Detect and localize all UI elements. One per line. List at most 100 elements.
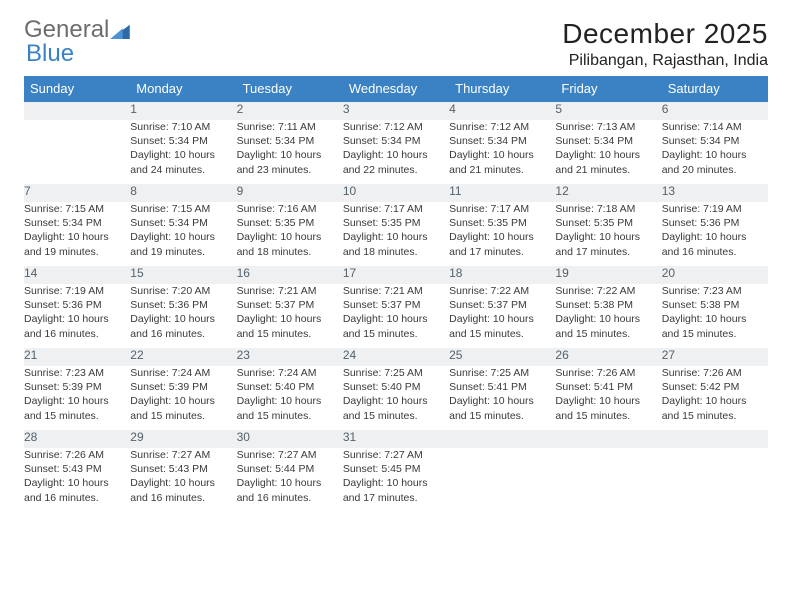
daylight-line1: Daylight: 10 hours (449, 148, 555, 162)
day-detail: Sunrise: 7:24 AMSunset: 5:39 PMDaylight:… (130, 366, 236, 430)
sunrise-text: Sunrise: 7:13 AM (555, 120, 661, 134)
sunset-text: Sunset: 5:39 PM (130, 380, 236, 394)
day-detail (24, 120, 130, 184)
day-number: 11 (449, 184, 555, 202)
sunrise-text: Sunrise: 7:20 AM (130, 284, 236, 298)
day-number: 28 (24, 430, 130, 448)
day-detail: Sunrise: 7:25 AMSunset: 5:40 PMDaylight:… (343, 366, 449, 430)
sunrise-text: Sunrise: 7:27 AM (237, 448, 343, 462)
day-detail: Sunrise: 7:19 AMSunset: 5:36 PMDaylight:… (24, 284, 130, 348)
sunset-text: Sunset: 5:34 PM (662, 134, 768, 148)
day-number: 18 (449, 266, 555, 284)
sunset-text: Sunset: 5:40 PM (343, 380, 449, 394)
day-number: 31 (343, 430, 449, 448)
daylight-line2: and 16 minutes. (130, 327, 236, 341)
daylight-line1: Daylight: 10 hours (662, 148, 768, 162)
day-number: 19 (555, 266, 661, 284)
daylight-line1: Daylight: 10 hours (130, 312, 236, 326)
daylight-line2: and 24 minutes. (130, 163, 236, 177)
sunset-text: Sunset: 5:42 PM (662, 380, 768, 394)
day-detail: Sunrise: 7:26 AMSunset: 5:42 PMDaylight:… (662, 366, 768, 430)
sunset-text: Sunset: 5:44 PM (237, 462, 343, 476)
sunrise-text: Sunrise: 7:17 AM (343, 202, 449, 216)
day-number: 9 (237, 184, 343, 202)
daylight-line2: and 15 minutes. (449, 327, 555, 341)
sunrise-text: Sunrise: 7:19 AM (24, 284, 130, 298)
daylight-line1: Daylight: 10 hours (449, 312, 555, 326)
day-detail: Sunrise: 7:15 AMSunset: 5:34 PMDaylight:… (130, 202, 236, 266)
sunset-text: Sunset: 5:45 PM (343, 462, 449, 476)
sunset-text: Sunset: 5:34 PM (24, 216, 130, 230)
sunset-text: Sunset: 5:37 PM (449, 298, 555, 312)
day-detail: Sunrise: 7:23 AMSunset: 5:38 PMDaylight:… (662, 284, 768, 348)
day-number: 23 (237, 348, 343, 366)
sunrise-text: Sunrise: 7:16 AM (237, 202, 343, 216)
day-detail (449, 448, 555, 512)
sunrise-text: Sunrise: 7:14 AM (662, 120, 768, 134)
daylight-line2: and 16 minutes. (130, 491, 236, 505)
sunset-text: Sunset: 5:37 PM (237, 298, 343, 312)
sunset-text: Sunset: 5:37 PM (343, 298, 449, 312)
day-number: 22 (130, 348, 236, 366)
daynum-row: 14151617181920 (24, 266, 768, 284)
detail-row: Sunrise: 7:26 AMSunset: 5:43 PMDaylight:… (24, 448, 768, 512)
daylight-line2: and 15 minutes. (449, 409, 555, 423)
day-number: 25 (449, 348, 555, 366)
sunset-text: Sunset: 5:36 PM (24, 298, 130, 312)
sunrise-text: Sunrise: 7:22 AM (555, 284, 661, 298)
daylight-line2: and 15 minutes. (343, 409, 449, 423)
weekday-heading: Tuesday (237, 76, 343, 102)
day-detail: Sunrise: 7:25 AMSunset: 5:41 PMDaylight:… (449, 366, 555, 430)
daylight-line2: and 16 minutes. (24, 327, 130, 341)
sunrise-text: Sunrise: 7:27 AM (130, 448, 236, 462)
daynum-row: 123456 (24, 102, 768, 120)
sunset-text: Sunset: 5:43 PM (24, 462, 130, 476)
sunrise-text: Sunrise: 7:24 AM (130, 366, 236, 380)
sunrise-text: Sunrise: 7:24 AM (237, 366, 343, 380)
daylight-line2: and 15 minutes. (662, 409, 768, 423)
daylight-line1: Daylight: 10 hours (237, 312, 343, 326)
daynum-row: 21222324252627 (24, 348, 768, 366)
daylight-line1: Daylight: 10 hours (343, 476, 449, 490)
sunrise-text: Sunrise: 7:25 AM (449, 366, 555, 380)
day-number: 4 (449, 102, 555, 120)
daylight-line1: Daylight: 10 hours (662, 230, 768, 244)
daylight-line2: and 17 minutes. (555, 245, 661, 259)
weekday-header: Sunday Monday Tuesday Wednesday Thursday… (24, 76, 768, 102)
day-number: 8 (130, 184, 236, 202)
daylight-line2: and 15 minutes. (662, 327, 768, 341)
day-number: 12 (555, 184, 661, 202)
day-detail: Sunrise: 7:13 AMSunset: 5:34 PMDaylight:… (555, 120, 661, 184)
sunrise-text: Sunrise: 7:19 AM (662, 202, 768, 216)
daylight-line1: Daylight: 10 hours (555, 394, 661, 408)
day-detail: Sunrise: 7:16 AMSunset: 5:35 PMDaylight:… (237, 202, 343, 266)
day-detail: Sunrise: 7:21 AMSunset: 5:37 PMDaylight:… (343, 284, 449, 348)
daylight-line1: Daylight: 10 hours (237, 394, 343, 408)
sunrise-text: Sunrise: 7:17 AM (449, 202, 555, 216)
daynum-row: 78910111213 (24, 184, 768, 202)
sunset-text: Sunset: 5:36 PM (662, 216, 768, 230)
daylight-line1: Daylight: 10 hours (24, 312, 130, 326)
weekday-heading: Monday (130, 76, 236, 102)
detail-row: Sunrise: 7:19 AMSunset: 5:36 PMDaylight:… (24, 284, 768, 348)
day-number (449, 430, 555, 448)
day-detail: Sunrise: 7:22 AMSunset: 5:37 PMDaylight:… (449, 284, 555, 348)
daylight-line2: and 23 minutes. (237, 163, 343, 177)
header: GeneralBlue December 2025 Pilibangan, Ra… (24, 18, 768, 70)
brand-part2: Blue (26, 42, 130, 66)
day-number: 16 (237, 266, 343, 284)
daylight-line2: and 21 minutes. (449, 163, 555, 177)
daylight-line1: Daylight: 10 hours (237, 148, 343, 162)
sunrise-text: Sunrise: 7:21 AM (343, 284, 449, 298)
day-detail: Sunrise: 7:27 AMSunset: 5:43 PMDaylight:… (130, 448, 236, 512)
day-detail: Sunrise: 7:26 AMSunset: 5:41 PMDaylight:… (555, 366, 661, 430)
day-number: 29 (130, 430, 236, 448)
daylight-line2: and 15 minutes. (555, 409, 661, 423)
daylight-line1: Daylight: 10 hours (24, 476, 130, 490)
sunrise-text: Sunrise: 7:11 AM (237, 120, 343, 134)
sunset-text: Sunset: 5:35 PM (237, 216, 343, 230)
sunset-text: Sunset: 5:35 PM (555, 216, 661, 230)
day-number: 15 (130, 266, 236, 284)
sunset-text: Sunset: 5:34 PM (237, 134, 343, 148)
day-number: 6 (662, 102, 768, 120)
